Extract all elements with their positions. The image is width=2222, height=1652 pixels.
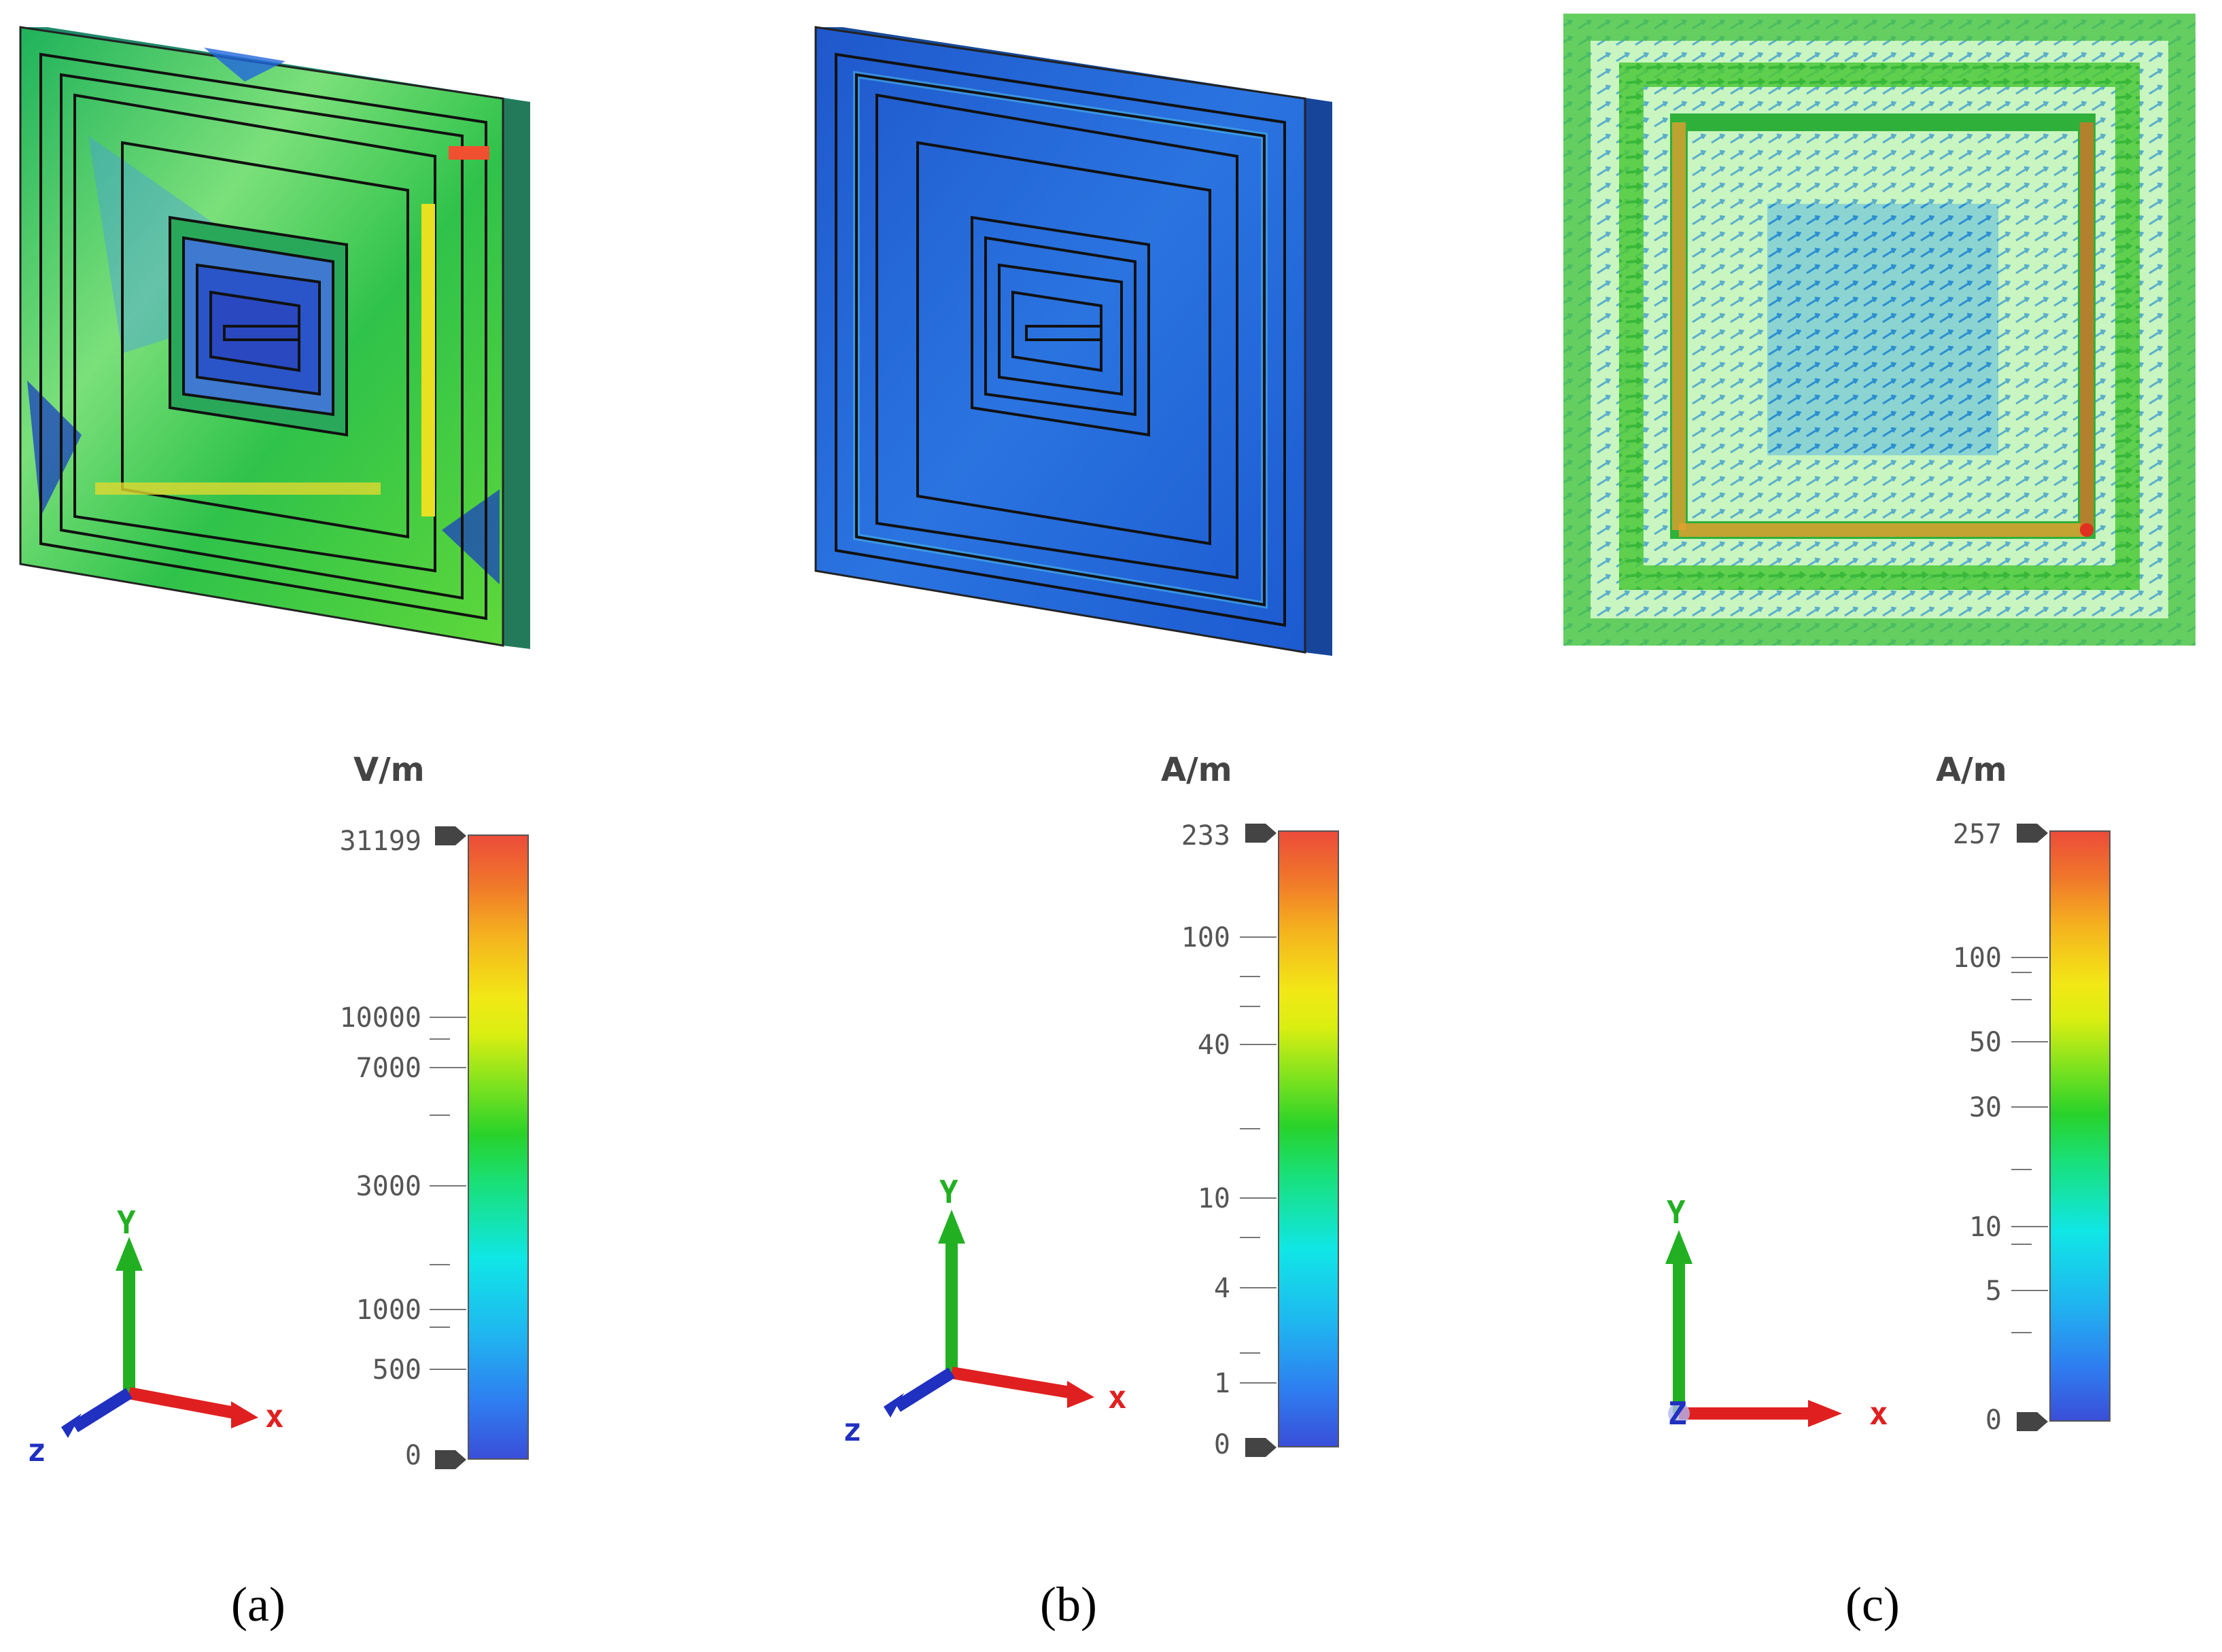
max-marker-icon [1245,824,1277,843]
axis-triad: Y x z [843,1174,1127,1448]
min-marker-icon [2017,1412,2048,1431]
magnetic-field-structure-plot [814,26,1332,656]
colorbar [1278,830,1339,1447]
panel-caption: (b) [1040,1577,1097,1632]
axis-label-y: Y [1667,1194,1686,1231]
colorbar-tick-label: 40 [1197,1030,1230,1061]
surface-current-vector-plot [1563,14,2195,646]
max-marker-icon [435,826,466,845]
colorbar [2049,830,2111,1422]
colorbar-tick-label: 233 [1181,820,1230,851]
panel-caption: (c) [1845,1577,1900,1632]
electric-field-structure-plot [19,26,530,649]
colorbar-tick-label: 0 [1213,1429,1230,1460]
colorbar-tick-label: 500 [372,1354,421,1386]
axis-label-x: x [265,1398,284,1435]
min-marker-icon [1245,1438,1277,1457]
min-marker-icon [435,1450,466,1469]
axis-triad: Y x z [27,1210,284,1468]
colorbar-tick-label: 0 [1985,1405,2002,1436]
colorbar-tick-label: 7000 [355,1053,421,1084]
axis-label-z: Z [1668,1395,1687,1432]
colorbar-unit-label: V/m [353,751,425,789]
axis-label-x: x [1108,1379,1127,1416]
colorbar-tick-label: 0 [404,1440,421,1471]
axis-label-x: x [1869,1395,1888,1432]
panel-c: A/m 257 100 50 30 10 5 0 Y x Z (c) [1482,0,2222,1652]
colorbar-tick-label: 1000 [355,1295,421,1326]
panel-a: V/m 31199 10000 7000 3000 1000 500 0 Y x… [0,0,741,1652]
colorbar-tick-label: 10 [1968,1212,2002,1243]
colorbar-tick-label: 3000 [355,1171,421,1202]
axis-label-z: z [843,1411,862,1448]
colorbar-tick-label: 100 [1952,943,2002,974]
axis-label-y: Y [939,1174,958,1210]
colorbar-tick-label: 30 [1968,1092,2002,1123]
colorbar-unit-label: A/m [1161,751,1232,789]
colorbar-tick-label: 50 [1968,1027,2002,1058]
colorbar-tick-label: 1 [1213,1368,1230,1399]
colorbar-tick-label: 31199 [339,826,421,857]
axis-triad: Y x Z [1665,1194,1888,1432]
max-marker-icon [2017,824,2048,843]
colorbar-tick-label: 4 [1213,1273,1230,1304]
colorbar-tick-label: 100 [1181,922,1230,953]
colorbar-tick-label: 5 [1985,1276,2002,1307]
axis-label-z: z [27,1432,46,1468]
panel-b: A/m 233 100 40 10 4 1 0 Y x z (b) [741,0,1482,1652]
colorbar-tick-label: 10 [1197,1183,1230,1214]
colorbar-unit-label: A/m [1936,751,2007,789]
panel-caption: (a) [231,1577,285,1632]
axis-label-y: Y [117,1210,136,1241]
colorbar-tick-label: 257 [1952,819,2002,850]
colorbar [468,834,529,1460]
colorbar-tick-label: 10000 [339,1002,421,1034]
